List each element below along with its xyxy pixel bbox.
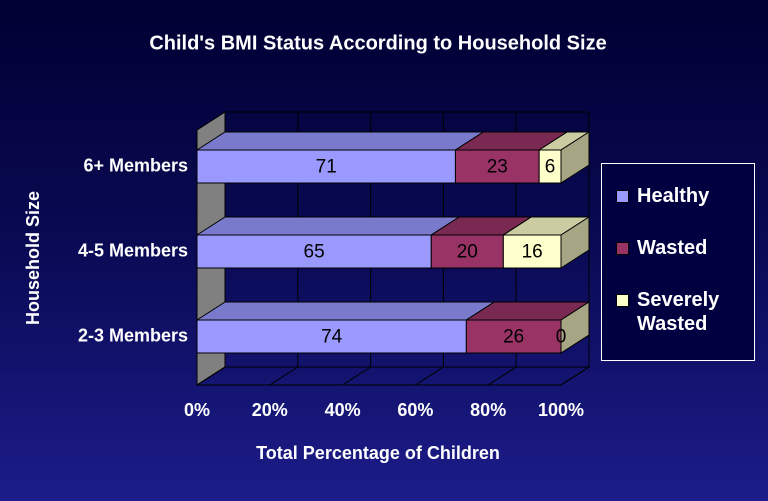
x-tick-label: 20%	[252, 400, 288, 420]
legend-item: Healthy	[616, 184, 754, 208]
legend-label: Wasted	[637, 237, 708, 259]
bar	[196, 234, 432, 269]
value-label: 16	[522, 242, 543, 263]
y-tick-label: 2-3 Members	[78, 325, 188, 345]
tick-mark	[415, 366, 444, 386]
bar-top	[195, 216, 461, 236]
tick-mark	[196, 366, 226, 386]
value-label: 74	[321, 327, 343, 348]
bar-top	[195, 131, 486, 151]
tick-mark	[342, 366, 371, 386]
tick-mark	[487, 366, 517, 386]
value-label: 6	[545, 157, 556, 178]
legend: Healthy Wasted Severely Wasted	[601, 163, 755, 361]
bar	[196, 319, 467, 354]
x-tick-label: 0%	[184, 400, 210, 420]
legend-swatch	[616, 294, 629, 307]
legend-item: Wasted	[616, 236, 754, 260]
legend-swatch	[616, 242, 629, 255]
bar-side	[560, 301, 590, 354]
bar	[538, 149, 562, 184]
bar	[502, 234, 562, 269]
y-axis-title: Household Size	[23, 191, 43, 325]
y-tick-label: 4-5 Members	[78, 240, 188, 260]
legend-swatch	[616, 190, 629, 203]
bar	[454, 149, 540, 184]
value-label: 20	[457, 242, 478, 263]
x-tick-label: 60%	[397, 400, 433, 420]
value-label: 26	[503, 327, 524, 348]
tick-mark	[269, 366, 299, 386]
floor	[195, 366, 591, 386]
value-label: 23	[487, 157, 508, 178]
x-axis-title: Total Percentage of Children	[256, 443, 500, 463]
bar	[196, 149, 456, 184]
bar	[430, 234, 504, 269]
x-tick-label: 100%	[538, 400, 584, 420]
legend-item: Severely Wasted	[616, 288, 754, 336]
x-tick-label: 80%	[470, 400, 506, 420]
tick-mark	[560, 366, 590, 386]
x-tick-label: 40%	[325, 400, 361, 420]
chart-title: Child's BMI Status According to Househol…	[149, 32, 606, 54]
legend-label: Healthy	[637, 185, 710, 207]
legend-label: Severely Wasted	[637, 289, 720, 335]
y-tick-label: 6+ Members	[83, 155, 188, 175]
value-label: 65	[304, 242, 325, 263]
value-label: 71	[316, 157, 337, 178]
bar-top	[195, 301, 497, 321]
value-label: 0	[556, 327, 567, 348]
